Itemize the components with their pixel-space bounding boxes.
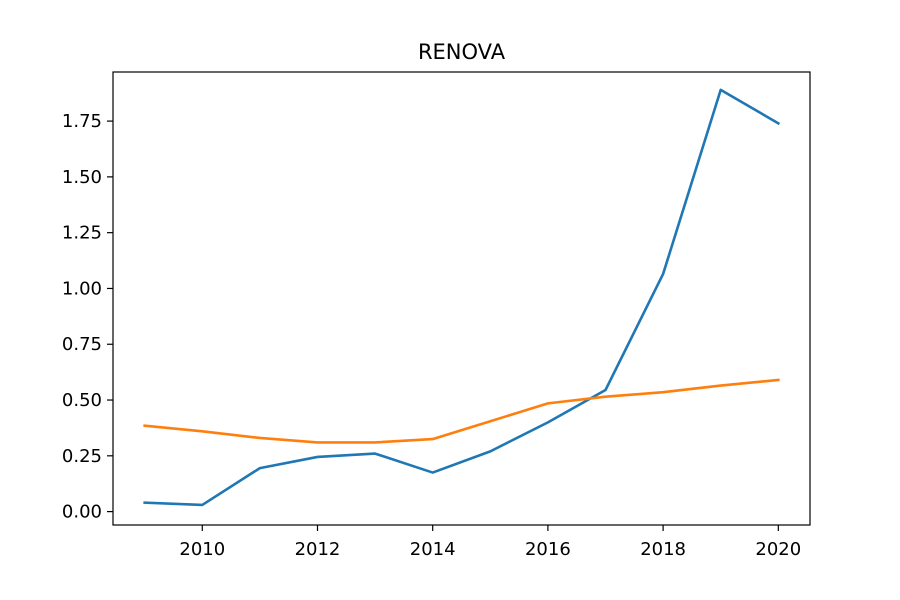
y-tick-label: 1.50 [62,167,102,188]
y-tick-label: 0.75 [62,334,102,355]
plot-area: 2010 2012 2014 2016 2018 2020 0.00 0.25 0.50 0.75… [62,71,811,560]
x-tick-label: 2018 [640,539,686,560]
y-tick-label: 1.75 [62,111,102,132]
chart-title: RENOVA [418,40,506,64]
axes-frame [112,71,811,526]
x-tick-label: 2014 [410,539,456,560]
series-line-1 [143,88,781,507]
y-tick-label: 1.00 [62,278,102,299]
y-tick-label: 0.50 [62,390,102,411]
x-tick-label: 2016 [525,539,571,560]
x-tick-label: 2010 [179,539,225,560]
y-tick-label: 1.25 [62,223,102,244]
y-tick-label: 0.00 [62,502,102,523]
x-tick-label: 2020 [755,539,801,560]
x-tick-label: 2012 [295,539,341,560]
y-tick-label: 0.25 [62,446,102,467]
series-line-2 [143,378,780,444]
